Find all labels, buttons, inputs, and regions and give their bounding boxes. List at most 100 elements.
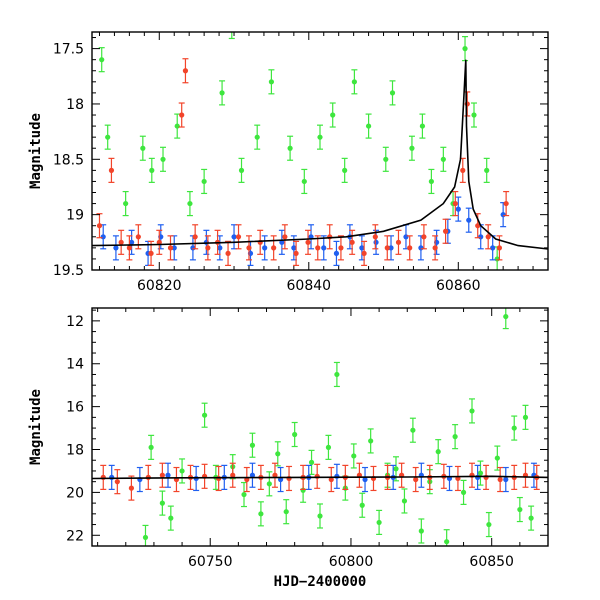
model-curve-bottom xyxy=(92,475,548,480)
data-point-red xyxy=(126,245,132,251)
data-point-green xyxy=(148,444,154,450)
x-axis-label-bottom: HJD−2400000 xyxy=(274,574,367,590)
x-tick-label: 60850 xyxy=(469,554,514,570)
data-point-blue xyxy=(359,245,365,251)
data-point-green xyxy=(418,528,424,534)
y-axis-label-bottom: Magnitude xyxy=(28,389,44,465)
data-point-green xyxy=(241,491,247,498)
x-tick-label: 60840 xyxy=(287,278,332,294)
data-point-red xyxy=(235,234,242,240)
y-tick-label: 18 xyxy=(66,443,84,459)
data-point-blue xyxy=(500,212,506,218)
data-point-red xyxy=(225,250,231,256)
data-point-red xyxy=(442,228,449,234)
data-point-green xyxy=(219,90,225,96)
data-point-red xyxy=(148,250,154,256)
data-point-green xyxy=(410,427,416,433)
data-point-green xyxy=(142,534,149,541)
data-point-red xyxy=(179,112,185,118)
data-point-blue xyxy=(403,234,409,240)
data-point-green xyxy=(275,451,281,457)
data-point-red xyxy=(361,250,367,256)
data-point-red xyxy=(407,245,413,251)
data-point-green xyxy=(428,178,434,185)
data-point-blue xyxy=(217,245,223,251)
data-point-red xyxy=(503,200,509,207)
data-point-blue xyxy=(362,476,368,483)
data-point-blue xyxy=(334,473,340,479)
y-tick-label: 18 xyxy=(66,97,84,113)
data-point-green xyxy=(452,434,458,440)
data-point-red xyxy=(464,101,470,107)
data-point-green xyxy=(258,511,264,517)
data-point-red xyxy=(460,167,466,173)
data-point-blue xyxy=(231,234,237,240)
data-point-blue xyxy=(291,245,297,251)
data-point-blue xyxy=(475,474,481,480)
data-point-green xyxy=(351,453,357,459)
data-point-green xyxy=(419,123,426,129)
data-point-red xyxy=(96,223,103,229)
data-point-green xyxy=(462,46,468,52)
red-series-bottom xyxy=(100,462,540,501)
data-point-red xyxy=(328,476,334,483)
data-point-red xyxy=(413,476,419,483)
data-point-green xyxy=(471,112,477,118)
y-tick-label: 12 xyxy=(66,314,84,330)
data-point-red xyxy=(159,472,165,478)
data-point-green xyxy=(528,515,534,521)
x-tick-label: 60820 xyxy=(137,278,182,294)
data-point-green xyxy=(149,167,155,173)
data-point-red xyxy=(497,476,503,483)
data-point-blue xyxy=(503,476,509,483)
data-point-red xyxy=(135,234,141,240)
data-point-red xyxy=(246,245,252,251)
data-point-green xyxy=(401,498,408,504)
data-point-red xyxy=(395,239,402,245)
data-point-green xyxy=(368,438,374,444)
data-point-blue xyxy=(165,472,171,478)
data-point-green xyxy=(376,519,382,526)
data-point-red xyxy=(305,239,311,245)
data-point-red xyxy=(496,245,503,251)
green-series-bottom xyxy=(142,308,535,546)
data-point-green xyxy=(486,521,492,528)
data-point-green xyxy=(301,178,307,185)
model-curve-top xyxy=(92,59,548,250)
plot-area-bottom xyxy=(92,308,548,546)
data-point-blue xyxy=(109,474,115,480)
data-point-blue xyxy=(249,472,256,478)
data-point-green xyxy=(283,509,289,515)
data-point-green xyxy=(365,123,372,129)
y-axis-label-top: Magnitude xyxy=(28,113,44,189)
data-point-green xyxy=(511,425,517,431)
data-point-red xyxy=(384,245,390,251)
data-point-red xyxy=(128,485,135,491)
data-point-red xyxy=(475,223,481,229)
data-point-blue xyxy=(490,245,496,251)
data-point-green xyxy=(494,455,500,461)
data-point-green xyxy=(308,459,315,465)
data-point-green xyxy=(477,470,484,476)
data-point-green xyxy=(440,156,446,162)
data-point-red xyxy=(349,239,355,245)
data-point-red xyxy=(372,234,378,240)
data-point-red xyxy=(205,245,211,251)
data-point-blue xyxy=(466,217,472,223)
data-point-green xyxy=(325,444,332,450)
data-point-red xyxy=(108,167,115,173)
data-point-green xyxy=(201,178,207,185)
data-point-blue xyxy=(455,206,461,212)
data-point-blue xyxy=(388,245,394,251)
data-point-green xyxy=(266,481,272,487)
data-point-green xyxy=(254,134,260,140)
data-point-green xyxy=(159,500,165,506)
data-point-green xyxy=(317,513,323,519)
axes-frame-bottom xyxy=(91,307,549,547)
y-tick-label: 20 xyxy=(66,485,84,501)
x-tick-label: 60860 xyxy=(436,278,481,294)
y-tick-label: 17.5 xyxy=(53,42,84,58)
data-point-blue xyxy=(333,250,340,256)
data-point-red xyxy=(485,234,491,240)
